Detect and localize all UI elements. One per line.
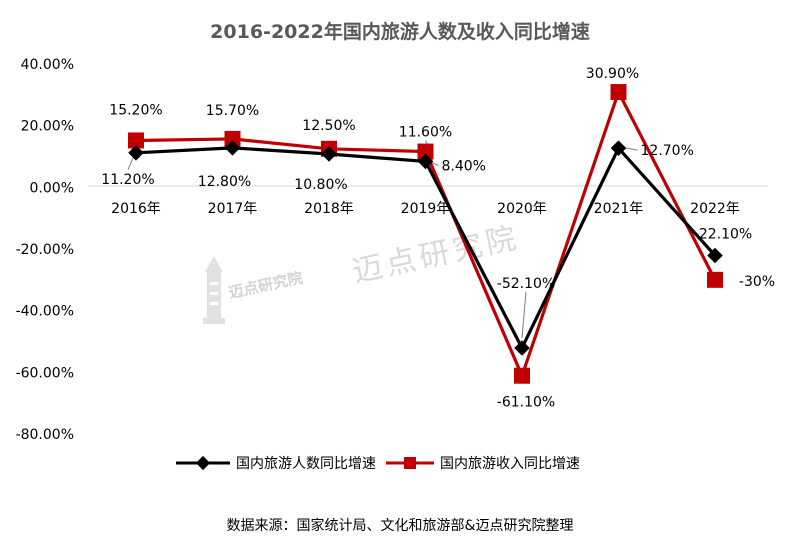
revenue-point xyxy=(224,130,241,147)
data-label-visitors: -52.10% xyxy=(497,276,555,292)
legend-marker-diamond xyxy=(195,455,211,471)
revenue-point xyxy=(707,271,723,288)
revenue-point xyxy=(610,84,627,101)
visitors-point xyxy=(514,340,530,356)
watermark: 迈点研究院 迈点研究院 xyxy=(203,220,523,324)
data-label-revenue: 11.60% xyxy=(399,125,452,141)
data-label-revenue: 30.90% xyxy=(586,66,639,82)
x-tick-label: 2016年 xyxy=(111,201,161,217)
legend: 国内旅游人数同比增速 国内旅游收入同比增速 xyxy=(176,455,580,472)
visitors-point xyxy=(321,146,337,162)
data-label-revenue: 15.70% xyxy=(206,103,259,119)
x-tick-label: 2018年 xyxy=(304,201,354,217)
revenue-point xyxy=(417,143,434,160)
data-label-visitors: 12.80% xyxy=(198,174,251,190)
data-label-visitors: 10.80% xyxy=(294,177,347,193)
watermark-logo-text: 迈点研究院 xyxy=(227,269,304,302)
y-axis: 40.00% 20.00% 0.00% -20.00% -40.00% -60.00% -8… xyxy=(16,57,74,443)
y-tick-label: -60.00% xyxy=(16,365,74,381)
data-labels: 11.20% 12.80% 10.80% 8.40% -52.10% 12.70% -22.… xyxy=(101,66,775,411)
y-tick-label: -20.00% xyxy=(16,242,74,258)
visitors-point xyxy=(224,140,241,156)
revenue-point xyxy=(128,132,144,149)
x-tick-label: 2017年 xyxy=(208,201,258,217)
visitors-point xyxy=(610,140,627,156)
y-tick-label: -40.00% xyxy=(16,304,74,320)
legend-label-visitors: 国内旅游人数同比增速 xyxy=(236,456,376,472)
data-label-revenue: -61.10% xyxy=(497,395,555,411)
data-label-visitors: -22.10% xyxy=(694,226,752,242)
legend-item-visitors: 国内旅游人数同比增速 xyxy=(176,455,376,472)
legend-marker-square xyxy=(404,457,416,469)
y-tick-label: 20.00% xyxy=(21,119,74,135)
data-label-visitors: 12.70% xyxy=(641,143,694,159)
y-tick-label: -80.00% xyxy=(16,427,74,443)
revenue-point xyxy=(514,367,530,384)
series-layer xyxy=(128,84,723,384)
source-note: 数据来源：国家统计局、文化和旅游部&迈点研究院整理 xyxy=(227,517,574,534)
data-label-revenue: 15.20% xyxy=(109,102,162,118)
x-tick-label: 2019年 xyxy=(401,201,451,217)
data-label-visitors: 11.20% xyxy=(101,172,154,188)
x-axis: 2016年 2017年 2018年 2019年 2020年 2021年 2022年 xyxy=(111,201,740,217)
visitors-point xyxy=(128,145,144,161)
x-tick-label: 2020年 xyxy=(497,201,547,217)
y-tick-label: 0.00% xyxy=(30,180,74,196)
watermark-logo-icon xyxy=(203,256,225,324)
legend-item-revenue: 国内旅游收入同比增速 xyxy=(386,456,580,472)
x-tick-label: 2021年 xyxy=(594,201,644,217)
chart-title: 2016-2022年国内旅游人数及收入同比增速 xyxy=(210,20,590,43)
y-tick-label: 40.00% xyxy=(21,57,74,73)
label-leader-line xyxy=(521,291,527,339)
legend-label-revenue: 国内旅游收入同比增速 xyxy=(440,456,580,472)
x-tick-label: 2022年 xyxy=(690,201,740,217)
visitors-point xyxy=(417,153,434,170)
data-label-revenue: 12.50% xyxy=(302,118,355,134)
data-label-revenue: -30% xyxy=(739,274,775,290)
data-label-visitors: 8.40% xyxy=(442,158,486,174)
label-leaders xyxy=(127,140,638,339)
